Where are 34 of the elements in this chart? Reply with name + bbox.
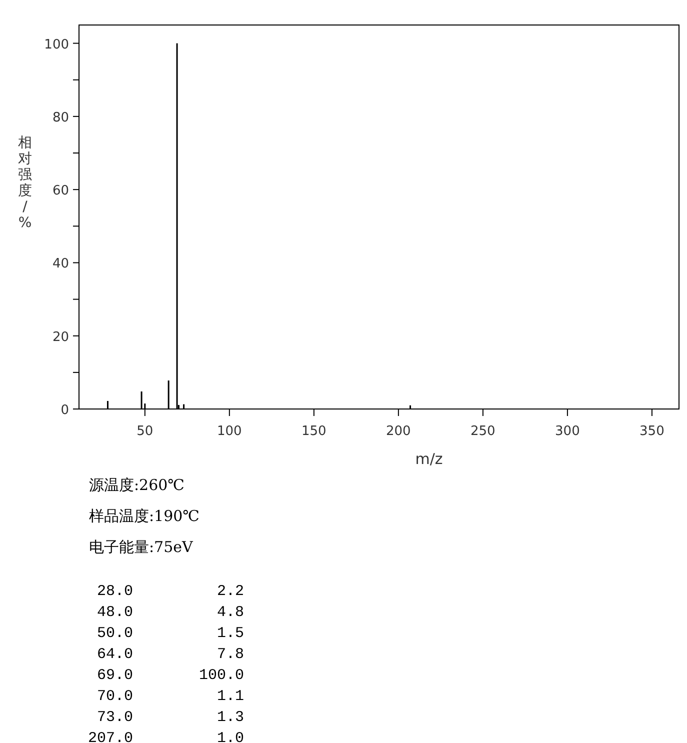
y-tick-label: 60: [52, 184, 69, 199]
x-tick-label: 50: [136, 424, 154, 439]
text: 样品温度:190℃: [89, 507, 200, 525]
text: 2.2: [216, 583, 244, 600]
x-tick-label: 100: [217, 424, 242, 439]
text: 1.0: [216, 730, 244, 743]
y-tick-label: 100: [44, 37, 69, 52]
y-axis-title: 相对强度/%: [18, 135, 32, 231]
text: 70.0: [96, 688, 133, 705]
text: 48.0: [96, 604, 133, 621]
x-tick-label: 350: [640, 424, 664, 439]
text: 1.3: [216, 709, 244, 726]
text: 28.0: [96, 583, 133, 600]
text: 电子能量:75eV: [89, 538, 194, 556]
text: 69.0: [96, 667, 133, 684]
text: 1.5: [216, 625, 244, 642]
text: 100.0: [198, 667, 244, 684]
y-tick-label: 40: [52, 256, 69, 272]
x-tick-label: 250: [470, 424, 496, 439]
text: 1.1: [216, 688, 244, 705]
text: 源温度:260℃: [89, 476, 184, 494]
text: 207.0: [88, 730, 133, 743]
x-tick-label: 300: [555, 424, 580, 439]
text: 50.0: [96, 625, 133, 642]
y-tick-label: 0: [60, 403, 69, 418]
text: 73.0: [96, 709, 133, 726]
y-tick-label: 20: [52, 330, 69, 345]
x-tick-label: 150: [302, 424, 326, 439]
text: 4.8: [216, 604, 244, 621]
text: 64.0: [96, 646, 133, 663]
y-tick-label: 80: [52, 110, 69, 126]
text: 7.8: [216, 646, 244, 663]
x-axis-title: m/z: [415, 450, 443, 468]
x-tick-label: 200: [386, 424, 411, 439]
